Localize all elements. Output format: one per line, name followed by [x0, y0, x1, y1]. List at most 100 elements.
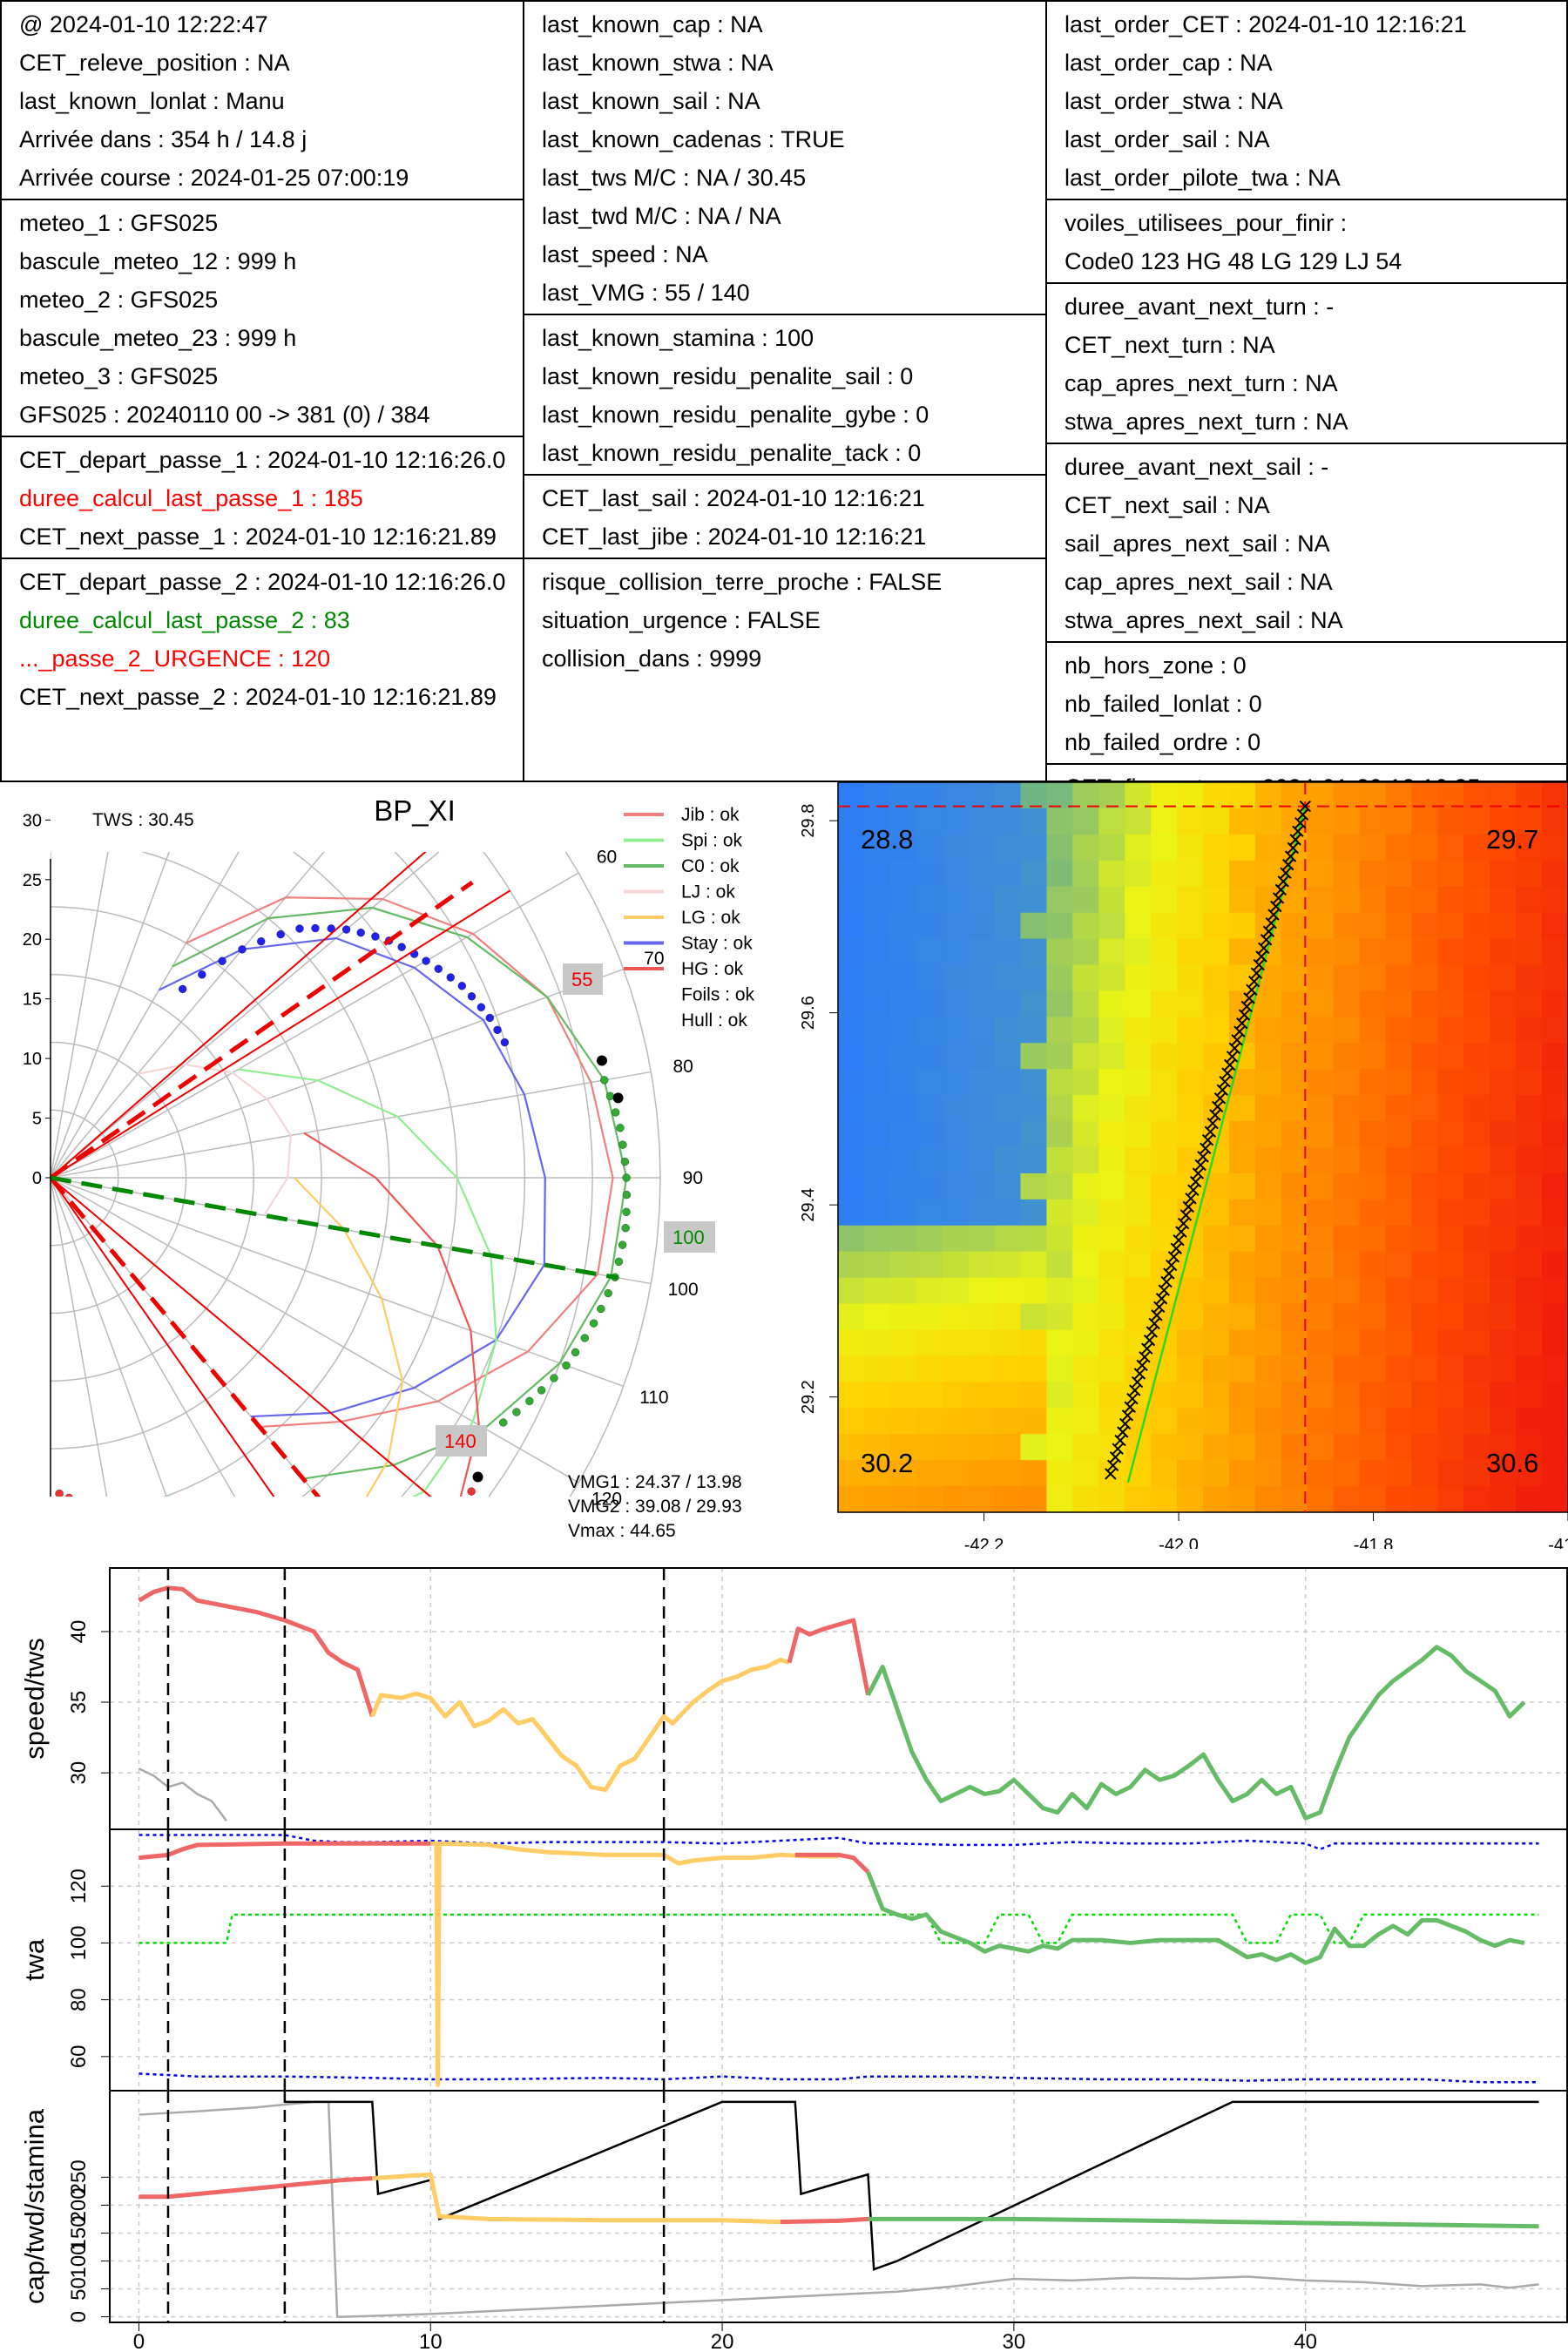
heatmap-cell — [1385, 1355, 1412, 1382]
heatmap-cell — [1072, 1434, 1099, 1461]
heatmap-cell — [1098, 860, 1125, 888]
heatmap-cell — [838, 912, 865, 940]
polar-envelope-dot — [238, 945, 247, 954]
polar-envelope-dot — [622, 1173, 631, 1182]
heatmap-cell — [1177, 1329, 1204, 1356]
heatmap-cell — [1542, 1173, 1568, 1200]
polar-vmg-up-label-box — [563, 963, 603, 995]
heatmap-cell — [1542, 808, 1568, 835]
heatmap-cell — [1385, 1095, 1412, 1122]
heatmap-cell — [889, 938, 917, 965]
heatmap-cell — [1203, 964, 1230, 991]
polar-envelope-dot — [311, 923, 320, 933]
heatmap-track-point — [1267, 909, 1280, 921]
heatmap-cell — [1098, 1121, 1125, 1148]
heatmap-cell — [1385, 782, 1412, 809]
heatmap-cell — [942, 886, 970, 914]
position-heatmap: 28.8 29.7 30.2 30.6 -42.2 -42.0 -41.8 -41.6 29.2… — [799, 782, 1568, 1549]
timeseries-sail-segment — [139, 2176, 373, 2200]
heatmap-cell — [942, 782, 970, 809]
heatmap-cell — [1046, 1434, 1073, 1461]
heatmap-cell — [1516, 782, 1543, 809]
heatmap-track-point — [1226, 1051, 1239, 1063]
heatmap-cell — [1463, 1225, 1490, 1253]
heatmap-cell — [942, 990, 970, 1017]
polar-envelope-dot — [616, 1124, 625, 1132]
heatmap-cell — [838, 1355, 865, 1382]
heatmap-cell — [1333, 1121, 1361, 1148]
heatmap-cell — [1151, 886, 1178, 914]
heatmap-cell — [1281, 1225, 1308, 1253]
heatmap-cell — [1254, 1251, 1282, 1279]
heatmap-cell — [1542, 834, 1568, 862]
heatmap-cell — [942, 1251, 970, 1279]
polar-envelope-dot — [295, 924, 304, 933]
heatmap-cell — [1020, 886, 1047, 914]
heatmap-cell — [1177, 1303, 1204, 1330]
heatmap-cell — [1125, 964, 1152, 991]
heatmap-cell — [1020, 912, 1047, 940]
heatmap-cell — [1516, 808, 1543, 835]
heatmap-track-point — [1175, 1226, 1187, 1238]
heatmap-cell — [1046, 1355, 1073, 1382]
heatmap-track-point — [1182, 1200, 1194, 1213]
heatmap-cell — [1020, 1251, 1047, 1279]
heatmap-cell — [863, 1434, 891, 1461]
heatmap-cell — [838, 1225, 865, 1253]
info-line: last_known_residu_penalite_tack : 0 — [542, 440, 922, 466]
heatmap-cell — [1359, 1382, 1386, 1409]
polar-grid-spoke — [51, 1071, 652, 1179]
heatmap-cell — [1411, 1069, 1438, 1096]
heatmap-cell — [1385, 1251, 1412, 1279]
heatmap-cell — [942, 1460, 970, 1487]
timeseries-ylabel: cap/twd/stamina — [19, 2108, 50, 2304]
heatmap-cell — [1098, 1303, 1125, 1330]
heatmap-cell — [1020, 834, 1047, 862]
heatmap-track-point — [1246, 983, 1258, 997]
heatmap-track-point — [1235, 1017, 1248, 1030]
heatmap-cell — [1098, 1043, 1125, 1070]
heatmap-cell — [942, 1329, 970, 1356]
heatmap-cell — [968, 1017, 996, 1044]
heatmap-cell — [1098, 886, 1125, 914]
heatmap-cell — [1333, 1382, 1361, 1409]
heatmap-cell — [1281, 1121, 1308, 1148]
info-group: last_order_CET : 2024-01-10 12:16:21 last… — [1047, 2, 1568, 200]
heatmap-cell — [1072, 1043, 1099, 1070]
heatmap-cell — [1542, 1277, 1568, 1305]
heatmap-cell — [1046, 782, 1073, 809]
heatmap-cell — [1046, 1173, 1073, 1200]
info-line: last_known_lonlat : Manu — [19, 88, 285, 114]
polar-current-label-text: 100 — [672, 1227, 705, 1248]
heatmap-cell — [968, 1147, 996, 1174]
heatmap-cell — [1307, 1355, 1335, 1382]
heatmap-cell — [1125, 1043, 1152, 1070]
heatmap-cell — [1411, 1199, 1438, 1227]
heatmap-cell — [1098, 1251, 1125, 1279]
heatmap-cell — [968, 1121, 996, 1148]
heatmap-cell — [1333, 1199, 1361, 1227]
heatmap-cell — [1359, 1329, 1386, 1356]
heatmap-cell — [968, 990, 996, 1017]
heatmap-cell — [968, 1303, 996, 1330]
heatmap-track-point — [1112, 1443, 1124, 1455]
heatmap-cell — [1020, 1173, 1047, 1200]
heatmap-cell — [994, 1173, 1021, 1200]
polar-envelope-dot — [618, 1140, 627, 1149]
heatmap-cell — [1333, 1095, 1361, 1122]
heatmap-cell — [1490, 1069, 1517, 1096]
heatmap-cell — [1203, 1434, 1230, 1461]
heatmap-cell — [1177, 1069, 1204, 1096]
heatmap-cell — [889, 1303, 917, 1330]
heatmap-cell — [889, 1277, 917, 1305]
heatmap-cell — [1125, 1017, 1152, 1044]
heatmap-cell — [1281, 964, 1308, 991]
heatmap-cell — [1516, 1069, 1543, 1096]
heatmap-cell — [1307, 1043, 1335, 1070]
polar-envelope-dot — [134, 1543, 142, 1549]
heatmap-cell — [1177, 1095, 1204, 1122]
heatmap-cell — [916, 1251, 943, 1279]
heatmap-cell — [1437, 834, 1464, 862]
heatmap-cell — [1490, 808, 1517, 835]
polar-marker — [612, 1092, 624, 1104]
